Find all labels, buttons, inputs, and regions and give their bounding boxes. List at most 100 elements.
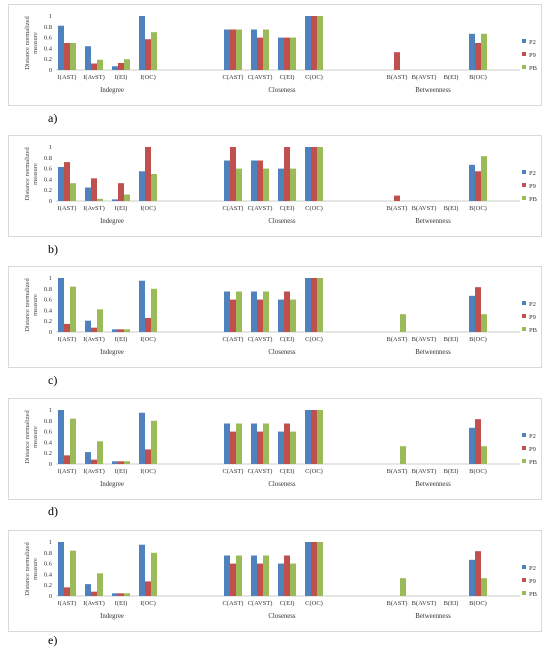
group-label: Betweenness	[415, 218, 451, 225]
group-label: Indegree	[100, 218, 124, 225]
legend-swatch	[522, 591, 526, 595]
bar-p9	[475, 419, 481, 464]
bar-pb	[70, 183, 76, 201]
x-tick-label: C(OC)	[305, 600, 323, 607]
group-label: Indegree	[100, 481, 124, 488]
bar-pb	[400, 446, 406, 464]
bar-pb	[263, 423, 269, 464]
legend-swatch	[522, 52, 526, 56]
x-tick-label: B(OC)	[469, 600, 487, 607]
x-tick-label: C(AVST)	[248, 205, 273, 212]
bar-p9	[284, 147, 290, 201]
y-tick-label: 1	[49, 539, 52, 546]
bar-p2	[251, 291, 257, 332]
bar-p9	[145, 317, 151, 332]
x-tick-label: C(EI)	[280, 336, 295, 343]
panel-label: e)	[48, 633, 58, 647]
bar-p2	[139, 544, 145, 596]
legend-label: PB	[529, 591, 538, 598]
legend-swatch	[522, 39, 526, 43]
bar-p2	[85, 584, 91, 596]
legend-swatch	[522, 196, 526, 200]
y-tick-label: 0	[49, 593, 52, 600]
x-tick-label: C(AST)	[223, 600, 244, 607]
bar-p2	[85, 187, 91, 201]
chart-svg: Distance normalizedmeasure 0 0.2 0.4 0.6 0.8 1…	[24, 13, 538, 94]
x-tick-label: B(OC)	[469, 468, 487, 475]
legend-swatch	[522, 314, 526, 318]
y-tick-label: 0.6	[44, 429, 53, 436]
bar-p2	[112, 66, 118, 70]
legend-swatch	[522, 446, 526, 450]
bar-p9	[91, 178, 97, 201]
bar-p9	[311, 16, 317, 70]
y-tick-label: 1	[49, 144, 52, 151]
bar-pb	[151, 552, 157, 596]
x-tick-label: B(AST)	[387, 336, 408, 343]
bar-p2	[251, 160, 257, 201]
bar-p2	[85, 320, 91, 332]
x-tick-label: I(AvST)	[83, 74, 105, 81]
bar-p2	[224, 291, 230, 332]
x-tick-label: B(EI)	[444, 468, 459, 475]
group-label: Indegree	[100, 349, 124, 356]
chart-svg: Distance normalizedmeasure 0 0.2 0.4 0.6 0.8 1…	[24, 275, 538, 356]
chart-frame	[8, 4, 542, 106]
bar-pb	[70, 550, 76, 596]
bar-pb	[97, 198, 103, 201]
x-tick-label: I(EI)	[115, 74, 128, 81]
bar-pb	[481, 314, 487, 332]
x-tick-label: I(OC)	[140, 600, 156, 607]
bar-pb	[400, 314, 406, 332]
chart-svg: Distance normalizedmeasure 0 0.2 0.4 0.6 0.8 1…	[24, 407, 538, 488]
group-label: Betweenness	[415, 481, 451, 488]
bar-p9	[230, 431, 236, 464]
bar-pb	[290, 168, 296, 201]
bar-pb	[290, 37, 296, 70]
legend-label: P2	[529, 433, 536, 440]
x-tick-label: C(OC)	[305, 468, 323, 475]
bar-pb	[97, 309, 103, 332]
legend-label: P9	[529, 183, 536, 190]
legend-label: PB	[529, 459, 538, 466]
group-label: Betweenness	[415, 87, 451, 94]
legend-swatch	[522, 183, 526, 187]
bar-p2	[469, 33, 475, 70]
bar-p9	[311, 278, 317, 332]
bar-p2	[139, 280, 145, 332]
y-tick-label: 0.8	[44, 24, 52, 31]
x-tick-label: C(AVST)	[248, 468, 273, 475]
y-tick-label: 0.4	[44, 176, 53, 183]
y-tick-label: 0.4	[44, 45, 53, 52]
bar-p2	[58, 278, 64, 332]
x-tick-label: I(AvST)	[83, 205, 105, 212]
bar-p2	[305, 542, 311, 596]
y-tick-label: 0.2	[44, 187, 52, 194]
bar-p2	[224, 160, 230, 201]
bar-pb	[236, 423, 242, 464]
bar-pb	[124, 461, 130, 464]
bar-p9	[230, 299, 236, 332]
bar-p9	[284, 555, 290, 596]
y-tick-label: 0.6	[44, 166, 53, 173]
bar-p9	[475, 171, 481, 201]
legend-swatch	[522, 65, 526, 69]
bar-p9	[475, 43, 481, 70]
panel-label: c)	[48, 373, 58, 387]
x-tick-label: C(OC)	[305, 336, 323, 343]
chart-svg: Distance normalizedmeasure 0 0.2 0.4 0.6 0.8 1…	[24, 539, 538, 620]
x-tick-label: C(EI)	[280, 205, 295, 212]
x-tick-label: I(EI)	[115, 468, 128, 475]
bar-p2	[58, 166, 64, 201]
bar-p9	[118, 461, 124, 464]
bar-p2	[469, 427, 475, 464]
bar-p2	[112, 199, 118, 201]
bar-p9	[118, 329, 124, 332]
x-tick-label: C(EI)	[280, 600, 295, 607]
group-label: Betweenness	[415, 613, 451, 620]
legend-label: PB	[529, 327, 538, 334]
bar-p2	[305, 16, 311, 70]
bar-p2	[224, 423, 230, 464]
x-tick-label: I(EI)	[115, 600, 128, 607]
bar-p2	[305, 410, 311, 464]
